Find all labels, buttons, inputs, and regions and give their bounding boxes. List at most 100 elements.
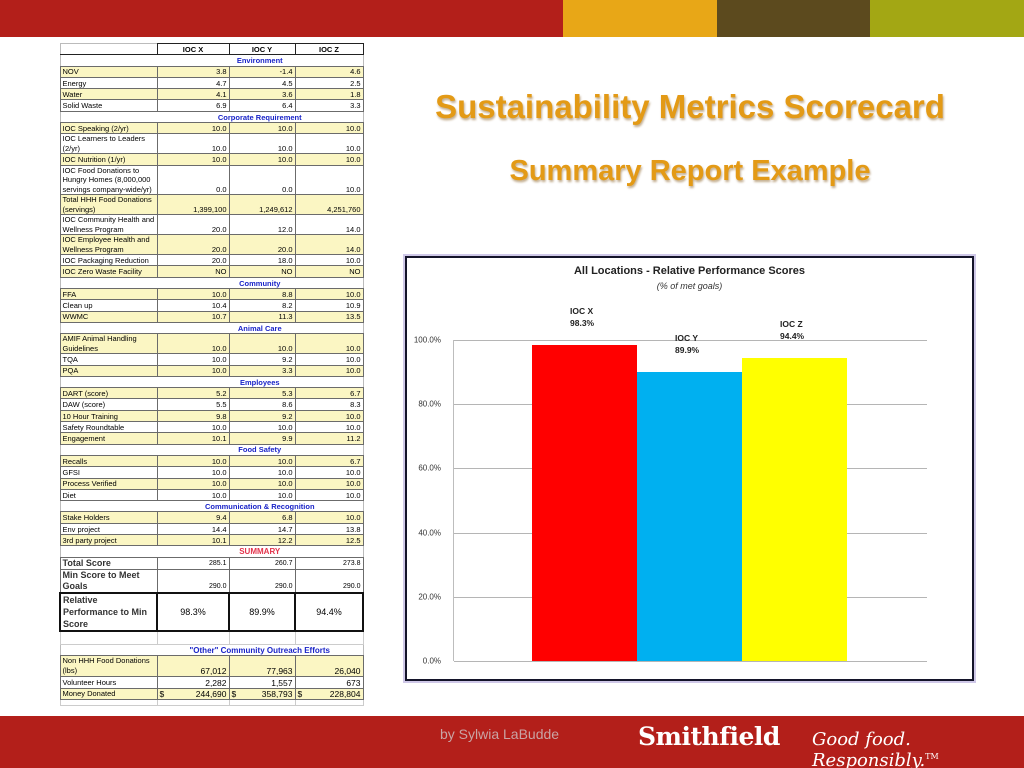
summary-value: 285.1 — [156, 556, 230, 570]
row-label: Diet — [59, 488, 158, 502]
row-value: 10.0 — [294, 288, 364, 301]
row-value: 3.6 — [228, 88, 296, 101]
row-value: NO — [294, 265, 364, 278]
outreach-label: Non HHH Food Donations (lbs) — [59, 655, 158, 678]
table-row: IOC Employee Health and Wellness Program… — [59, 234, 364, 256]
row-value: 8.6 — [228, 398, 296, 411]
row-label: Energy — [59, 76, 158, 90]
currency-symbol: $ — [231, 688, 237, 699]
bar-data-label: IOC Y 89.9% — [675, 332, 699, 356]
row-value: 3.3 — [294, 99, 364, 112]
spacer-cell — [156, 698, 230, 706]
row-value: 10.0 — [294, 353, 364, 366]
row-value: 5.5 — [156, 398, 230, 411]
spacer-cell — [228, 630, 296, 646]
relative-performance-value: 98.3% — [156, 591, 230, 632]
y-axis-tick-label: 20.0% — [418, 592, 441, 602]
row-label: TQA — [59, 353, 158, 366]
row-value: 10.0 — [156, 364, 230, 377]
table-row: GFSI 10.0 10.0 10.0 — [59, 466, 364, 479]
section-spacer-cell — [59, 500, 157, 513]
row-value: 10.4 — [156, 299, 230, 312]
bar-value: 98.3% — [570, 318, 595, 329]
bar-value: 94.4% — [780, 330, 805, 341]
table-row: Recalls 10.0 10.0 6.7 — [59, 454, 364, 468]
row-label: Engagement — [59, 432, 158, 445]
row-value: 9.9 — [228, 432, 296, 445]
outreach-value: 77,963 — [228, 655, 296, 678]
row-value: 10.0 — [294, 164, 364, 196]
row-value: 12.0 — [228, 214, 296, 236]
outreach-value: 2,282 — [156, 676, 230, 689]
summary-value: 290.0 — [228, 568, 296, 594]
brand-logo: Smithfield — [638, 722, 780, 751]
row-label: IOC Employee Health and Wellness Program — [59, 234, 158, 256]
bar-data-label: IOC X 98.3% — [570, 305, 594, 329]
row-label: IOC Zero Waste Facility — [59, 265, 158, 278]
row-value: 10.0 — [156, 488, 230, 502]
money-value: 228,804 — [329, 688, 361, 699]
summary-label: Min Score to Meet Goals — [59, 568, 158, 594]
row-label: Stake Holders — [59, 511, 158, 524]
row-label: GFSI — [59, 466, 158, 479]
bar-data-label: IOC Z 94.4% — [780, 318, 804, 342]
row-value: 10.0 — [294, 254, 364, 267]
row-value: 8.2 — [228, 299, 296, 312]
row-value: 10.0 — [294, 122, 364, 135]
section-header-row: Environment — [59, 54, 364, 67]
currency-symbol: $ — [159, 688, 165, 699]
row-label: IOC Speaking (2/yr) — [59, 122, 158, 135]
table-row: IOC Nutrition (1/yr) 10.0 10.0 10.0 — [59, 153, 364, 166]
row-value: 10.0 — [228, 466, 296, 479]
table-row: Env project 14.4 14.7 13.8 — [59, 522, 364, 536]
summary-spacer-cell — [59, 545, 157, 558]
row-value: 14.0 — [294, 234, 364, 256]
row-value: 10.0 — [228, 477, 296, 490]
outreach-value: 673 — [294, 676, 364, 689]
row-value: 14.0 — [294, 214, 364, 236]
row-value: -1.4 — [228, 65, 296, 78]
table-row: 3rd party project 10.1 12.2 12.5 — [59, 533, 364, 547]
row-value: 11.3 — [228, 310, 296, 323]
row-value: 5.2 — [156, 387, 230, 400]
summary-header-row: SUMMARY — [59, 545, 364, 558]
row-label: Clean up — [59, 299, 158, 312]
bar-ioc-x — [532, 345, 637, 661]
row-value: 10.0 — [156, 421, 230, 434]
row-value: NO — [228, 265, 296, 278]
row-value: 10.0 — [156, 353, 230, 366]
summary-title: SUMMARY — [157, 545, 364, 558]
money-value-wrap: $228,804 — [298, 689, 361, 699]
row-value: 8.8 — [228, 288, 296, 301]
row-label: Solid Waste — [59, 99, 158, 112]
table-row: WWMC 10.7 11.3 13.5 — [59, 310, 364, 323]
section-spacer-cell — [59, 375, 157, 389]
outreach-value: 26,040 — [294, 655, 364, 678]
outreach-value: 1,557 — [228, 676, 296, 689]
column-header: IOC X — [156, 42, 230, 56]
y-axis-tick-label: 100.0% — [413, 335, 441, 345]
row-value: 10.0 — [156, 122, 230, 135]
row-label: Safety Roundtable — [59, 421, 158, 434]
outreach-label: Money Donated — [59, 687, 158, 700]
table-row: DART (score) 5.2 5.3 6.7 — [59, 387, 364, 400]
money-cell: $358,793 — [228, 687, 296, 700]
top-bar-segment — [563, 0, 717, 37]
bar-value: 89.9% — [675, 345, 700, 356]
table-row: IOC Speaking (2/yr) 10.0 10.0 10.0 — [59, 122, 364, 135]
page-title: Sustainability Metrics Scorecard — [435, 88, 945, 125]
row-value: 4.7 — [156, 76, 230, 90]
top-bar-segment — [0, 0, 563, 37]
section-title: Food Safety — [157, 443, 364, 456]
row-value: 10.9 — [294, 299, 364, 312]
outreach-row-non-hhh: Non HHH Food Donations (lbs) 67,012 77,963… — [59, 655, 364, 678]
section-header-row: Communication & Recognition — [59, 500, 364, 513]
row-value: 10.0 — [228, 333, 296, 355]
row-value: 0.0 — [228, 164, 296, 196]
y-axis-tick-label: 40.0% — [418, 528, 441, 538]
table-row: IOC Learners to Leaders (2/yr) 10.0 10.0 10… — [59, 133, 364, 155]
row-value: 10.0 — [294, 133, 364, 155]
table-row: Energy 4.7 4.5 2.5 — [59, 76, 364, 90]
row-value: 4.1 — [156, 88, 230, 101]
